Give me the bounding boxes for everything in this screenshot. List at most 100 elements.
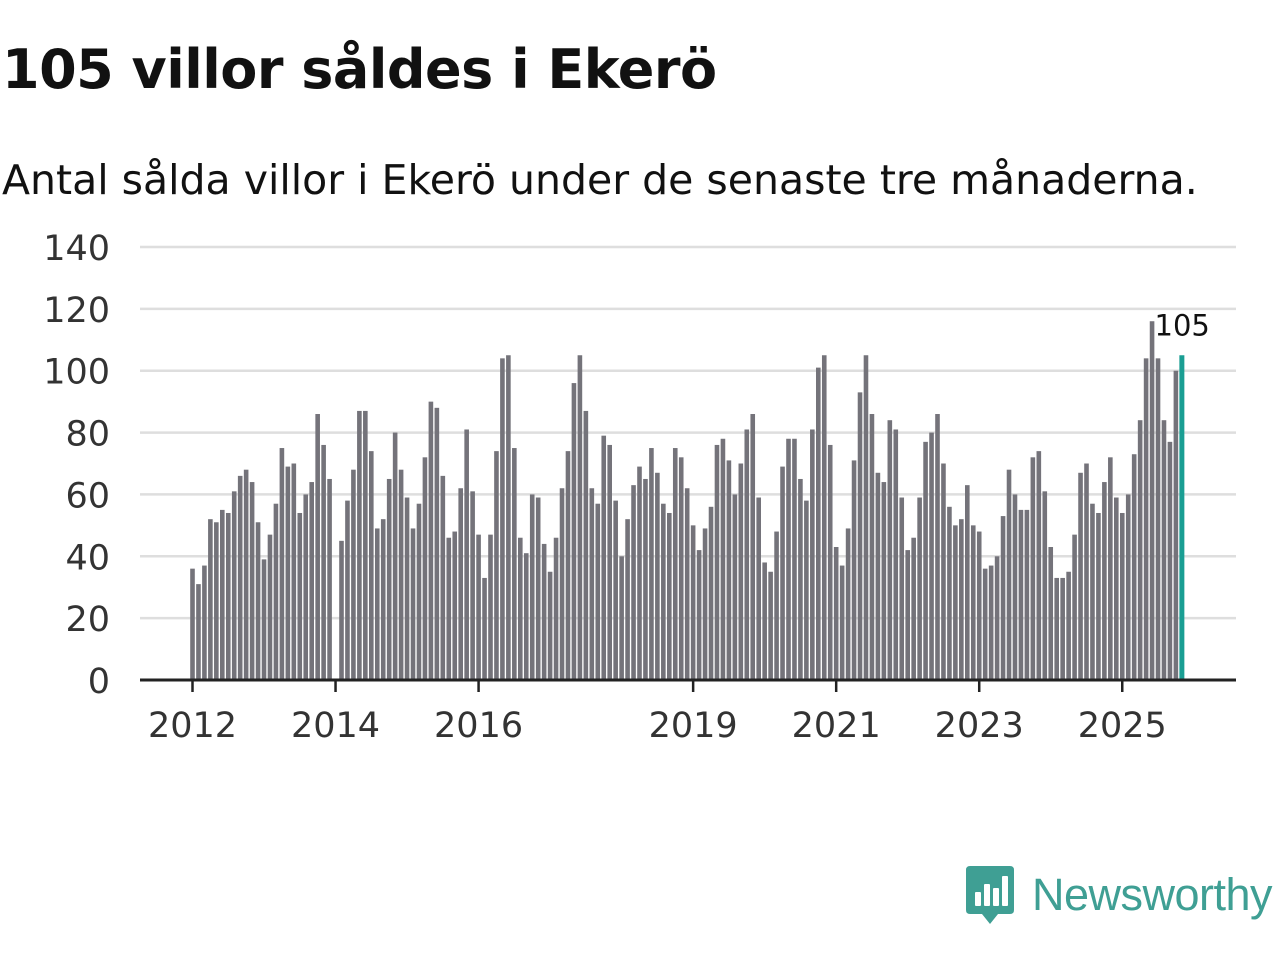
bar [1131, 454, 1137, 680]
bar [982, 568, 988, 680]
bar [297, 512, 303, 680]
bar [1012, 494, 1018, 680]
bar [541, 543, 547, 680]
bar [583, 410, 589, 680]
bar [970, 525, 976, 680]
bar [1102, 482, 1107, 680]
bar [446, 537, 452, 680]
bar [1066, 571, 1071, 680]
bar [1114, 497, 1119, 680]
bar [690, 525, 696, 680]
bar [190, 568, 195, 680]
bar [708, 506, 714, 680]
bar [506, 355, 511, 680]
bar [291, 463, 297, 680]
bar [1036, 451, 1042, 680]
bar [1167, 441, 1173, 680]
bar [1161, 420, 1167, 680]
bar [488, 534, 493, 680]
bar [863, 355, 869, 680]
bar [1084, 463, 1089, 680]
bar [959, 519, 964, 680]
bar [1155, 358, 1161, 680]
bar [607, 444, 612, 680]
bar [857, 392, 863, 680]
bar [553, 537, 559, 680]
x-tick-label: 2012 [148, 706, 237, 746]
bar [619, 556, 624, 680]
bar [798, 478, 803, 680]
bar [893, 429, 899, 680]
bar [839, 565, 845, 680]
bar [845, 528, 851, 680]
bar [1006, 469, 1012, 680]
y-tick-label: 0 [88, 662, 110, 702]
y-tick-label: 20 [65, 600, 110, 640]
bar [1000, 516, 1006, 680]
bar [851, 460, 857, 680]
bar [214, 522, 219, 680]
bar [875, 472, 881, 680]
bar [285, 466, 291, 680]
bar [887, 420, 893, 680]
y-tick-label: 60 [65, 476, 110, 516]
bar [1054, 577, 1059, 680]
bar [494, 451, 499, 680]
y-tick-label: 80 [65, 415, 110, 455]
bar [220, 509, 225, 680]
bar [512, 448, 517, 680]
bar [547, 571, 553, 680]
bar [369, 451, 374, 680]
bar [267, 534, 273, 680]
bar [661, 503, 666, 680]
bar [696, 550, 702, 680]
x-tick-label: 2023 [935, 706, 1024, 746]
bar [732, 494, 738, 680]
bar [398, 469, 404, 680]
bar [750, 414, 756, 680]
newsworthy-logo-icon [966, 866, 1014, 924]
bar [911, 537, 916, 680]
bar [571, 383, 577, 680]
bar [535, 497, 541, 680]
x-axis-ticks: 2012 2014 2016 2019 2021 2023 2025 [148, 680, 1167, 746]
bar [1137, 420, 1143, 680]
bar [923, 441, 928, 680]
x-tick-label: 2019 [649, 706, 738, 746]
bar [899, 497, 905, 680]
bar [816, 367, 821, 680]
bar [720, 438, 726, 680]
bar [273, 503, 279, 680]
bar [976, 531, 982, 680]
bar [1173, 370, 1179, 680]
bar [416, 503, 422, 680]
bar [565, 451, 571, 680]
bar [833, 547, 839, 680]
bar [470, 491, 475, 680]
bar [786, 438, 791, 680]
bar [1024, 509, 1030, 680]
x-tick-label: 2014 [291, 706, 380, 746]
bar [1096, 512, 1101, 680]
bar [589, 488, 595, 680]
bar [303, 494, 309, 680]
bar [738, 463, 744, 680]
bar [869, 414, 875, 680]
bar [208, 519, 213, 680]
x-tick-label: 2025 [1078, 706, 1167, 746]
bar [1149, 321, 1155, 680]
bar [452, 531, 458, 680]
bar [905, 550, 910, 680]
bar [518, 537, 523, 680]
bar [309, 482, 314, 680]
chart-subtitle: Antal sålda villor i Ekerö under de sena… [2, 156, 1198, 204]
bar [1042, 491, 1048, 680]
bar [762, 562, 767, 680]
bar [482, 577, 487, 680]
bar [953, 525, 958, 680]
bar [339, 540, 344, 680]
bar [827, 444, 833, 680]
bar [1048, 547, 1054, 680]
bar [1143, 358, 1149, 680]
bar [434, 407, 440, 680]
